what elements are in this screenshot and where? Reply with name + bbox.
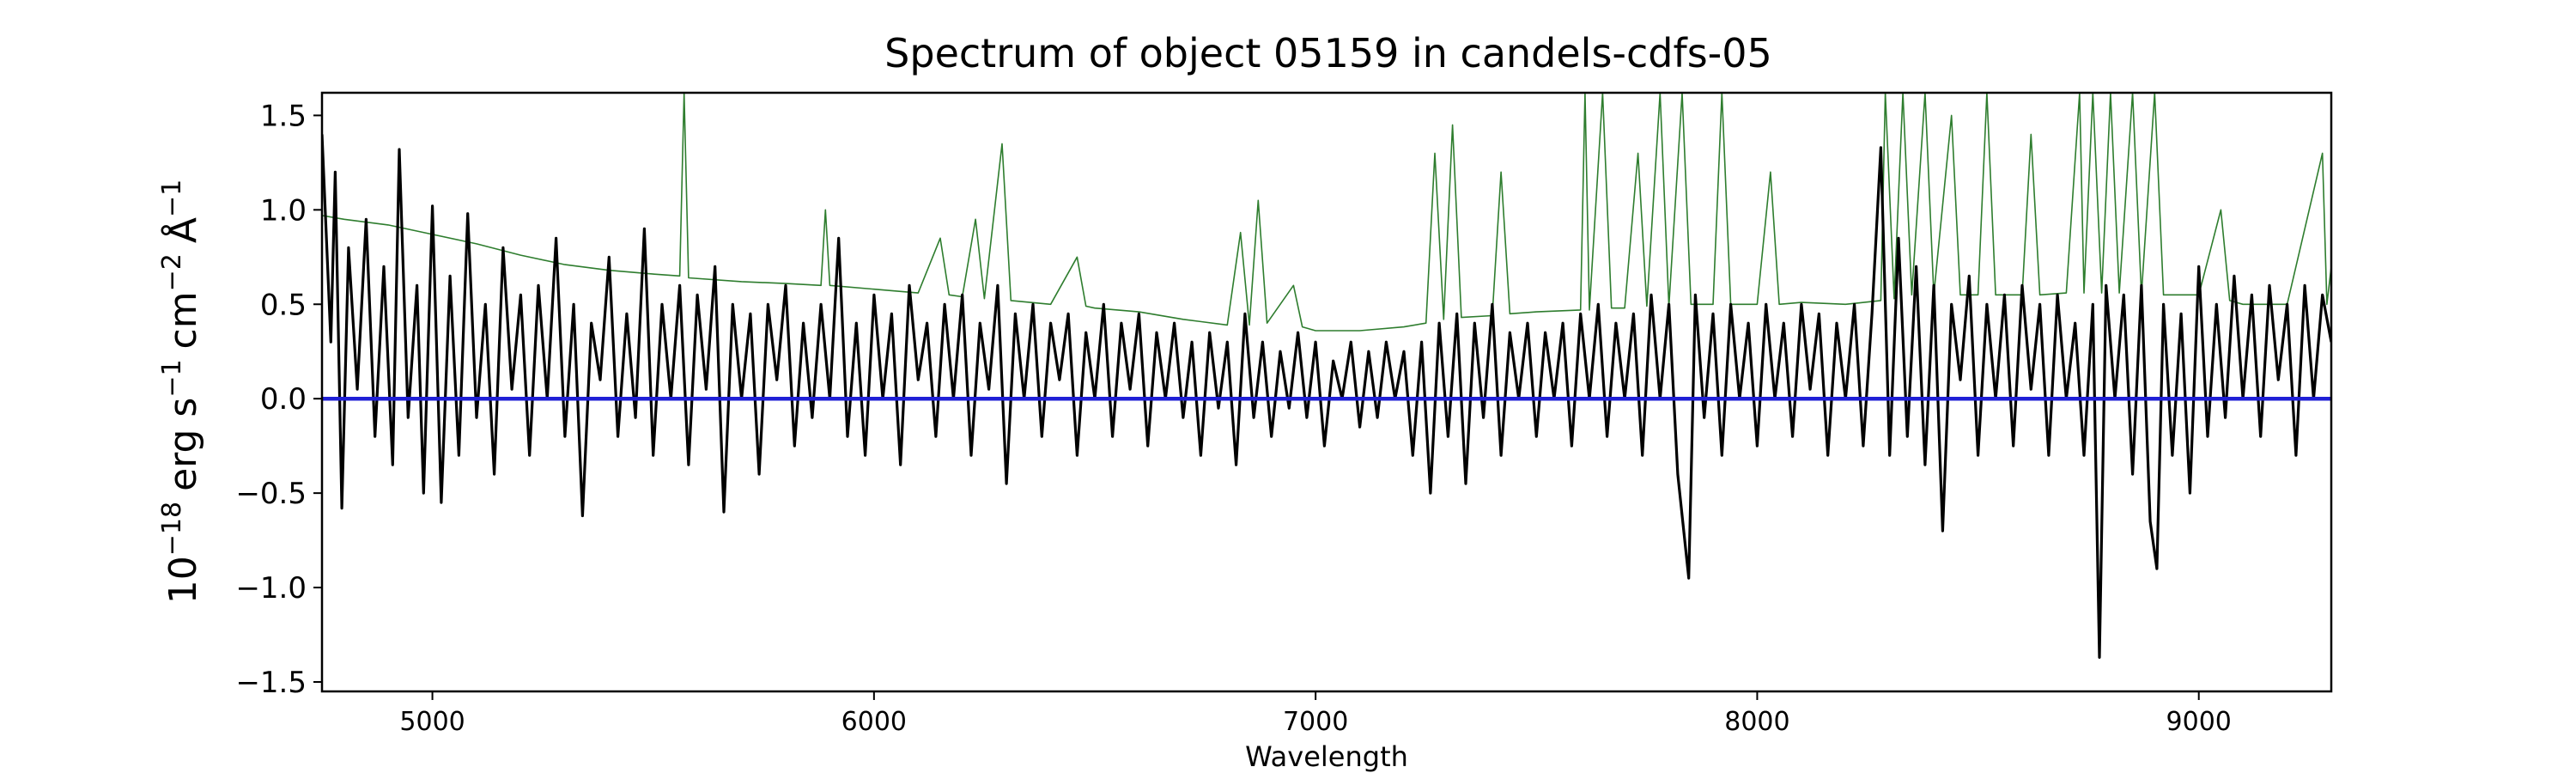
x-axis-label: Wavelength: [1245, 740, 1408, 773]
x-axis: 5000 6000 7000 8000 9000: [399, 691, 2232, 737]
x-tick-label: 5000: [399, 707, 465, 737]
plot-area: [320, 91, 2333, 693]
y-tick-label: 1.5: [260, 99, 307, 133]
plot-frame: [320, 91, 2333, 693]
y-tick-label: −1.5: [235, 666, 307, 700]
y-label-base: 10: [161, 556, 205, 604]
y-label-cm-exponent: −2: [157, 253, 187, 291]
x-tick-label: 9000: [2166, 707, 2232, 737]
series-line-flux: [322, 134, 2331, 659]
y-label-angstrom: Å: [160, 217, 205, 243]
chart-title: Spectrum of object 05159 in candels-cdfs…: [884, 30, 1772, 76]
y-axis: −1.5 −1.0 −0.5 0.0 0.5 1.0 1.5: [235, 99, 322, 700]
y-tick-label: 0.0: [260, 382, 307, 417]
y-label-s-exponent: −1: [157, 359, 187, 397]
y-axis-label: 10−18erg s−1cm−2Å−1: [157, 180, 205, 604]
series-line-continuum-model: [322, 93, 2331, 332]
y-tick-label: −1.0: [235, 571, 307, 606]
y-label-angstrom-exponent: −1: [157, 180, 187, 217]
x-tick-label: 6000: [841, 707, 907, 737]
x-tick-label: 8000: [1724, 707, 1789, 737]
y-label-cm: cm: [161, 291, 205, 349]
y-label-exponent: −18: [157, 502, 187, 556]
y-tick-label: 1.0: [260, 193, 307, 228]
x-tick-label: 7000: [1283, 707, 1348, 737]
y-tick-label: 0.5: [260, 288, 307, 322]
y-label-units: erg s: [161, 398, 205, 491]
y-tick-label: −0.5: [235, 477, 307, 511]
